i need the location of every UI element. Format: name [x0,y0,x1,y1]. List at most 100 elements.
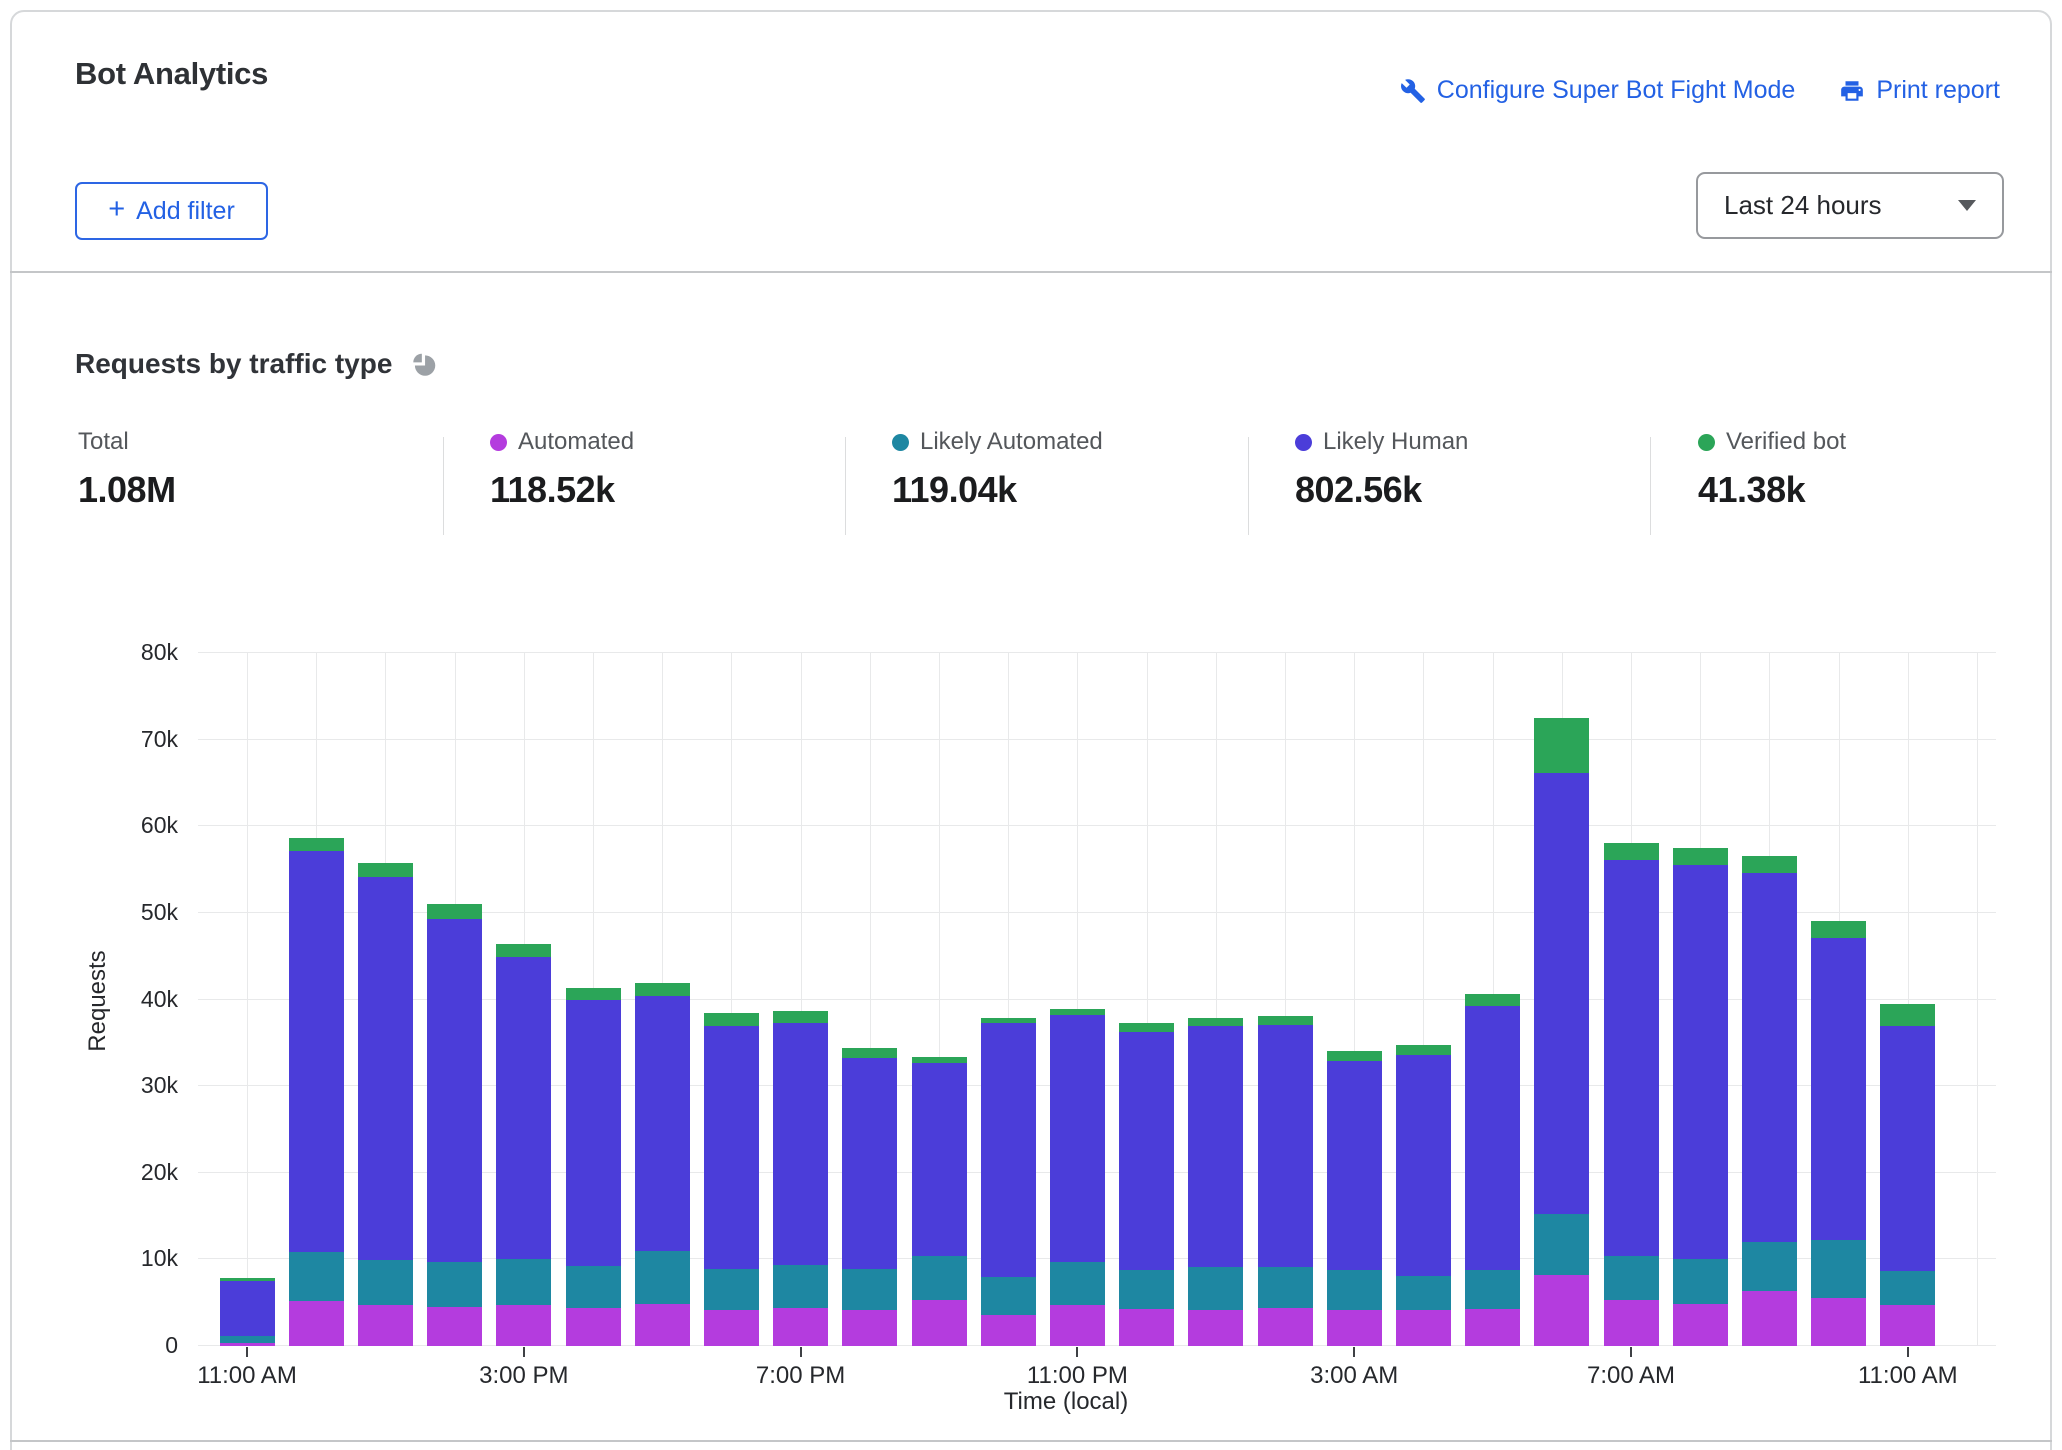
bar-segment-likely-automated[interactable] [1741,1242,1797,1292]
stacked-bar-12pm[interactable] [288,838,344,1346]
bar-segment-likely-automated[interactable] [565,1266,621,1308]
bar-segment-likely-human[interactable] [219,1281,275,1337]
bar-segment-likely-automated[interactable] [1326,1269,1382,1310]
bar-segment-likely-automated[interactable] [1672,1259,1728,1304]
bar-segment-automated[interactable] [634,1303,690,1346]
bar-segment-automated[interactable] [1603,1300,1659,1346]
bar-segment-likely-automated[interactable] [427,1262,483,1308]
stat-automated[interactable]: Automated 118.52k [490,428,634,511]
bar-segment-automated[interactable] [1880,1305,1936,1346]
stat-likely-automated[interactable]: Likely Automated 119.04k [892,428,1103,511]
bar-segment-automated[interactable] [496,1305,552,1346]
bar-segment-verified-bot[interactable] [219,1278,275,1282]
stacked-bar-12am[interactable] [1119,1022,1175,1346]
bar-segment-verified-bot[interactable] [634,983,690,997]
bar-segment-likely-human[interactable] [1603,860,1659,1256]
bar-segment-likely-human[interactable] [1049,1015,1105,1262]
bar-segment-automated[interactable] [1119,1308,1175,1346]
stacked-bar-9pm[interactable] [911,1056,967,1346]
bar-segment-verified-bot[interactable] [1326,1050,1382,1062]
bar-segment-likely-automated[interactable] [1603,1255,1659,1301]
bar-segment-likely-human[interactable] [1465,1005,1521,1270]
bar-segment-likely-human[interactable] [1534,772,1590,1215]
bar-segment-likely-human[interactable] [1326,1061,1382,1270]
bar-segment-likely-human[interactable] [1188,1026,1244,1268]
stacked-bar-4am[interactable] [1395,1045,1451,1346]
bar-segment-likely-human[interactable] [773,1022,829,1266]
bar-segment-likely-human[interactable] [1119,1031,1175,1270]
bar-segment-verified-bot[interactable] [980,1017,1036,1023]
bar-segment-automated[interactable] [357,1305,413,1346]
bar-segment-verified-bot[interactable] [1672,847,1728,866]
bar-segment-verified-bot[interactable] [1534,718,1590,773]
bar-segment-verified-bot[interactable] [1049,1009,1105,1016]
bar-segment-likely-automated[interactable] [496,1259,552,1306]
stacked-bar-4pm[interactable] [565,988,621,1346]
stacked-bar-10pm[interactable] [980,1017,1036,1346]
bar-segment-automated[interactable] [1257,1307,1313,1346]
bar-segment-likely-human[interactable] [980,1022,1036,1277]
stacked-bar-10am[interactable] [1811,920,1867,1346]
bar-segment-automated[interactable] [1672,1303,1728,1346]
bar-segment-verified-bot[interactable] [842,1048,898,1059]
stacked-bar-8am[interactable] [1672,847,1728,1346]
bar-segment-verified-bot[interactable] [1395,1045,1451,1055]
bar-segment-likely-automated[interactable] [703,1268,759,1310]
bar-segment-verified-bot[interactable] [1811,920,1867,939]
bar-segment-automated[interactable] [1465,1308,1521,1346]
bar-segment-automated[interactable] [427,1307,483,1346]
stacked-bar-1am[interactable] [1188,1017,1244,1346]
bar-segment-verified-bot[interactable] [1188,1017,1244,1027]
bar-segment-likely-automated[interactable] [1534,1214,1590,1275]
stacked-bar-5pm[interactable] [634,983,690,1346]
bar-segment-automated[interactable] [1534,1274,1590,1346]
bar-segment-likely-automated[interactable] [980,1276,1036,1315]
bar-segment-likely-automated[interactable] [288,1252,344,1301]
bar-segment-likely-human[interactable] [427,918,483,1262]
stacked-bar-3am[interactable] [1326,1050,1382,1346]
bar-segment-automated[interactable] [219,1342,275,1346]
bar-segment-automated[interactable] [842,1309,898,1346]
bar-segment-likely-automated[interactable] [842,1268,898,1310]
bar-segment-automated[interactable] [703,1309,759,1346]
bar-segment-verified-bot[interactable] [496,944,552,958]
bar-segment-automated[interactable] [1049,1305,1105,1346]
stacked-bar-3pm[interactable] [496,944,552,1346]
bar-segment-automated[interactable] [565,1307,621,1346]
bar-segment-automated[interactable] [1188,1310,1244,1346]
bar-segment-likely-human[interactable] [1880,1025,1936,1271]
stacked-bar-6pm[interactable] [703,1013,759,1346]
bar-segment-likely-automated[interactable] [1188,1267,1244,1311]
stacked-bar-1pm[interactable] [357,862,413,1346]
bar-segment-verified-bot[interactable] [911,1056,967,1063]
bar-segment-verified-bot[interactable] [1880,1003,1936,1026]
stacked-bar-7pm[interactable] [773,1010,829,1346]
stacked-bar-5am[interactable] [1465,994,1521,1346]
bar-segment-automated[interactable] [773,1307,829,1346]
bar-segment-likely-human[interactable] [1672,865,1728,1260]
bar-segment-likely-human[interactable] [357,876,413,1261]
bar-segment-verified-bot[interactable] [1465,994,1521,1006]
bar-segment-likely-human[interactable] [288,851,344,1253]
bar-segment-likely-human[interactable] [496,957,552,1260]
bar-segment-verified-bot[interactable] [357,862,413,877]
bar-segment-likely-automated[interactable] [1465,1269,1521,1309]
bar-segment-likely-automated[interactable] [773,1265,829,1308]
bar-segment-verified-bot[interactable] [288,838,344,852]
stacked-bar-11am[interactable] [219,1278,275,1346]
bar-segment-likely-automated[interactable] [911,1255,967,1301]
stacked-bar-2am[interactable] [1257,1015,1313,1346]
bar-segment-likely-human[interactable] [565,1000,621,1267]
stacked-bar-2pm[interactable] [427,904,483,1346]
bar-segment-automated[interactable] [1395,1309,1451,1346]
stat-verified-bot[interactable]: Verified bot 41.38k [1698,428,1846,511]
bar-segment-likely-automated[interactable] [1257,1267,1313,1308]
bar-segment-verified-bot[interactable] [1257,1015,1313,1025]
bar-segment-verified-bot[interactable] [1603,842,1659,861]
print-report-link[interactable]: Print report [1839,76,2000,105]
bar-segment-automated[interactable] [1326,1309,1382,1346]
stat-likely-human[interactable]: Likely Human 802.56k [1295,428,1468,511]
bar-segment-likely-human[interactable] [1811,938,1867,1241]
bar-segment-likely-automated[interactable] [357,1260,413,1306]
bar-segment-likely-human[interactable] [634,996,690,1251]
